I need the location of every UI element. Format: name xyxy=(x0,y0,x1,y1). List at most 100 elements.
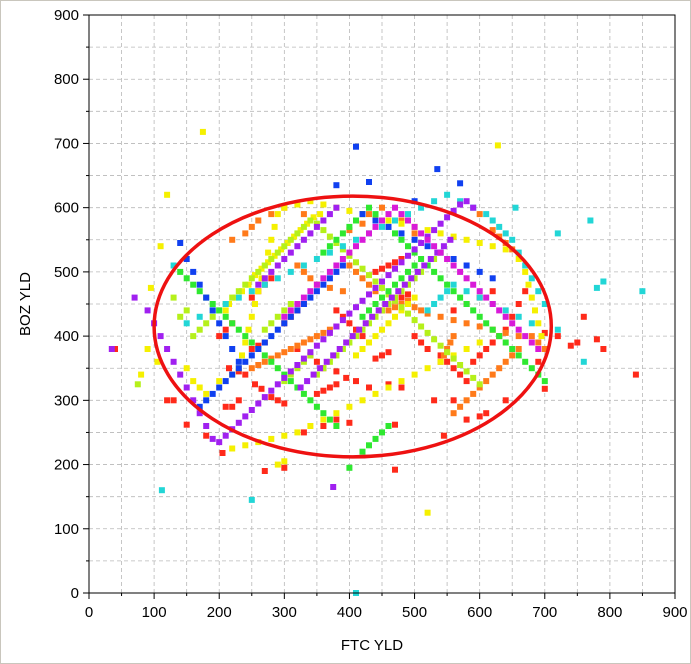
data-point xyxy=(320,202,326,208)
data-point xyxy=(307,336,313,342)
data-point xyxy=(294,263,300,269)
data-point xyxy=(464,288,470,294)
y-tick-label: 200 xyxy=(54,457,79,474)
data-point xyxy=(366,340,372,346)
data-point xyxy=(268,320,274,326)
data-point xyxy=(412,263,418,269)
data-point xyxy=(594,336,600,342)
data-point xyxy=(301,224,307,230)
data-point xyxy=(516,333,522,339)
data-point xyxy=(333,205,339,211)
data-point xyxy=(301,340,307,346)
data-point xyxy=(555,327,561,333)
data-point xyxy=(210,314,216,320)
data-point xyxy=(262,394,268,400)
data-point xyxy=(324,359,330,365)
data-point xyxy=(483,320,489,326)
data-point xyxy=(288,368,294,374)
data-point xyxy=(281,349,287,355)
data-point xyxy=(451,356,457,362)
data-point xyxy=(451,282,457,288)
data-point xyxy=(581,314,587,320)
data-point xyxy=(268,359,274,365)
data-point xyxy=(281,375,287,381)
data-point xyxy=(275,381,281,387)
data-point xyxy=(203,397,209,403)
data-point xyxy=(457,295,463,301)
data-point xyxy=(252,381,258,387)
data-point xyxy=(353,259,359,265)
data-point xyxy=(509,346,515,352)
data-point xyxy=(281,256,287,262)
data-point xyxy=(415,269,421,275)
data-point xyxy=(158,333,164,339)
x-tick-label: 400 xyxy=(337,604,362,621)
data-point xyxy=(320,410,326,416)
data-point xyxy=(275,327,281,333)
data-point xyxy=(317,365,323,371)
data-point xyxy=(438,343,444,349)
data-point xyxy=(366,205,372,211)
data-point xyxy=(399,211,405,217)
data-point xyxy=(496,365,502,371)
data-point xyxy=(503,397,509,403)
data-point xyxy=(360,211,366,217)
data-point xyxy=(353,378,359,384)
data-point xyxy=(529,365,535,371)
data-point xyxy=(490,340,496,346)
data-point xyxy=(379,352,385,358)
data-point xyxy=(314,359,320,365)
data-point xyxy=(477,352,483,358)
data-point xyxy=(229,372,235,378)
data-point xyxy=(242,333,248,339)
data-point xyxy=(470,391,476,397)
data-point xyxy=(379,429,385,435)
data-point xyxy=(366,179,372,185)
data-point xyxy=(490,218,496,224)
data-point xyxy=(294,301,300,307)
data-point xyxy=(464,198,470,204)
data-point xyxy=(379,279,385,285)
data-point xyxy=(444,359,450,365)
data-point xyxy=(346,404,352,410)
y-tick-label: 500 xyxy=(54,264,79,281)
data-point xyxy=(353,304,359,310)
data-point xyxy=(294,343,300,349)
data-point xyxy=(242,282,248,288)
data-point xyxy=(307,423,313,429)
data-point xyxy=(314,404,320,410)
data-point xyxy=(529,333,535,339)
y-tick-label: 100 xyxy=(54,521,79,538)
x-tick-label: 0 xyxy=(85,604,93,621)
data-point xyxy=(171,295,177,301)
data-point xyxy=(441,433,447,439)
data-point xyxy=(366,291,372,297)
data-point xyxy=(327,211,333,217)
data-point xyxy=(346,320,352,326)
data-point xyxy=(132,295,138,301)
data-point xyxy=(535,340,541,346)
data-point xyxy=(249,314,255,320)
data-point xyxy=(418,256,424,262)
data-point xyxy=(294,243,300,249)
y-tick-label: 0 xyxy=(71,585,79,602)
data-point xyxy=(177,240,183,246)
data-point xyxy=(360,221,366,227)
data-point xyxy=(340,243,346,249)
data-point xyxy=(457,404,463,410)
data-point xyxy=(327,285,333,291)
data-point xyxy=(288,250,294,256)
data-point xyxy=(425,346,431,352)
y-tick-label: 900 xyxy=(54,7,79,24)
data-point xyxy=(327,243,333,249)
data-point xyxy=(145,307,151,313)
data-point xyxy=(190,269,196,275)
x-tick-label: 100 xyxy=(142,604,167,621)
data-point xyxy=(366,272,372,278)
axes xyxy=(83,15,675,599)
data-point xyxy=(392,259,398,265)
data-point xyxy=(184,307,190,313)
data-point xyxy=(109,346,115,352)
data-point xyxy=(314,343,320,349)
data-point xyxy=(386,211,392,217)
